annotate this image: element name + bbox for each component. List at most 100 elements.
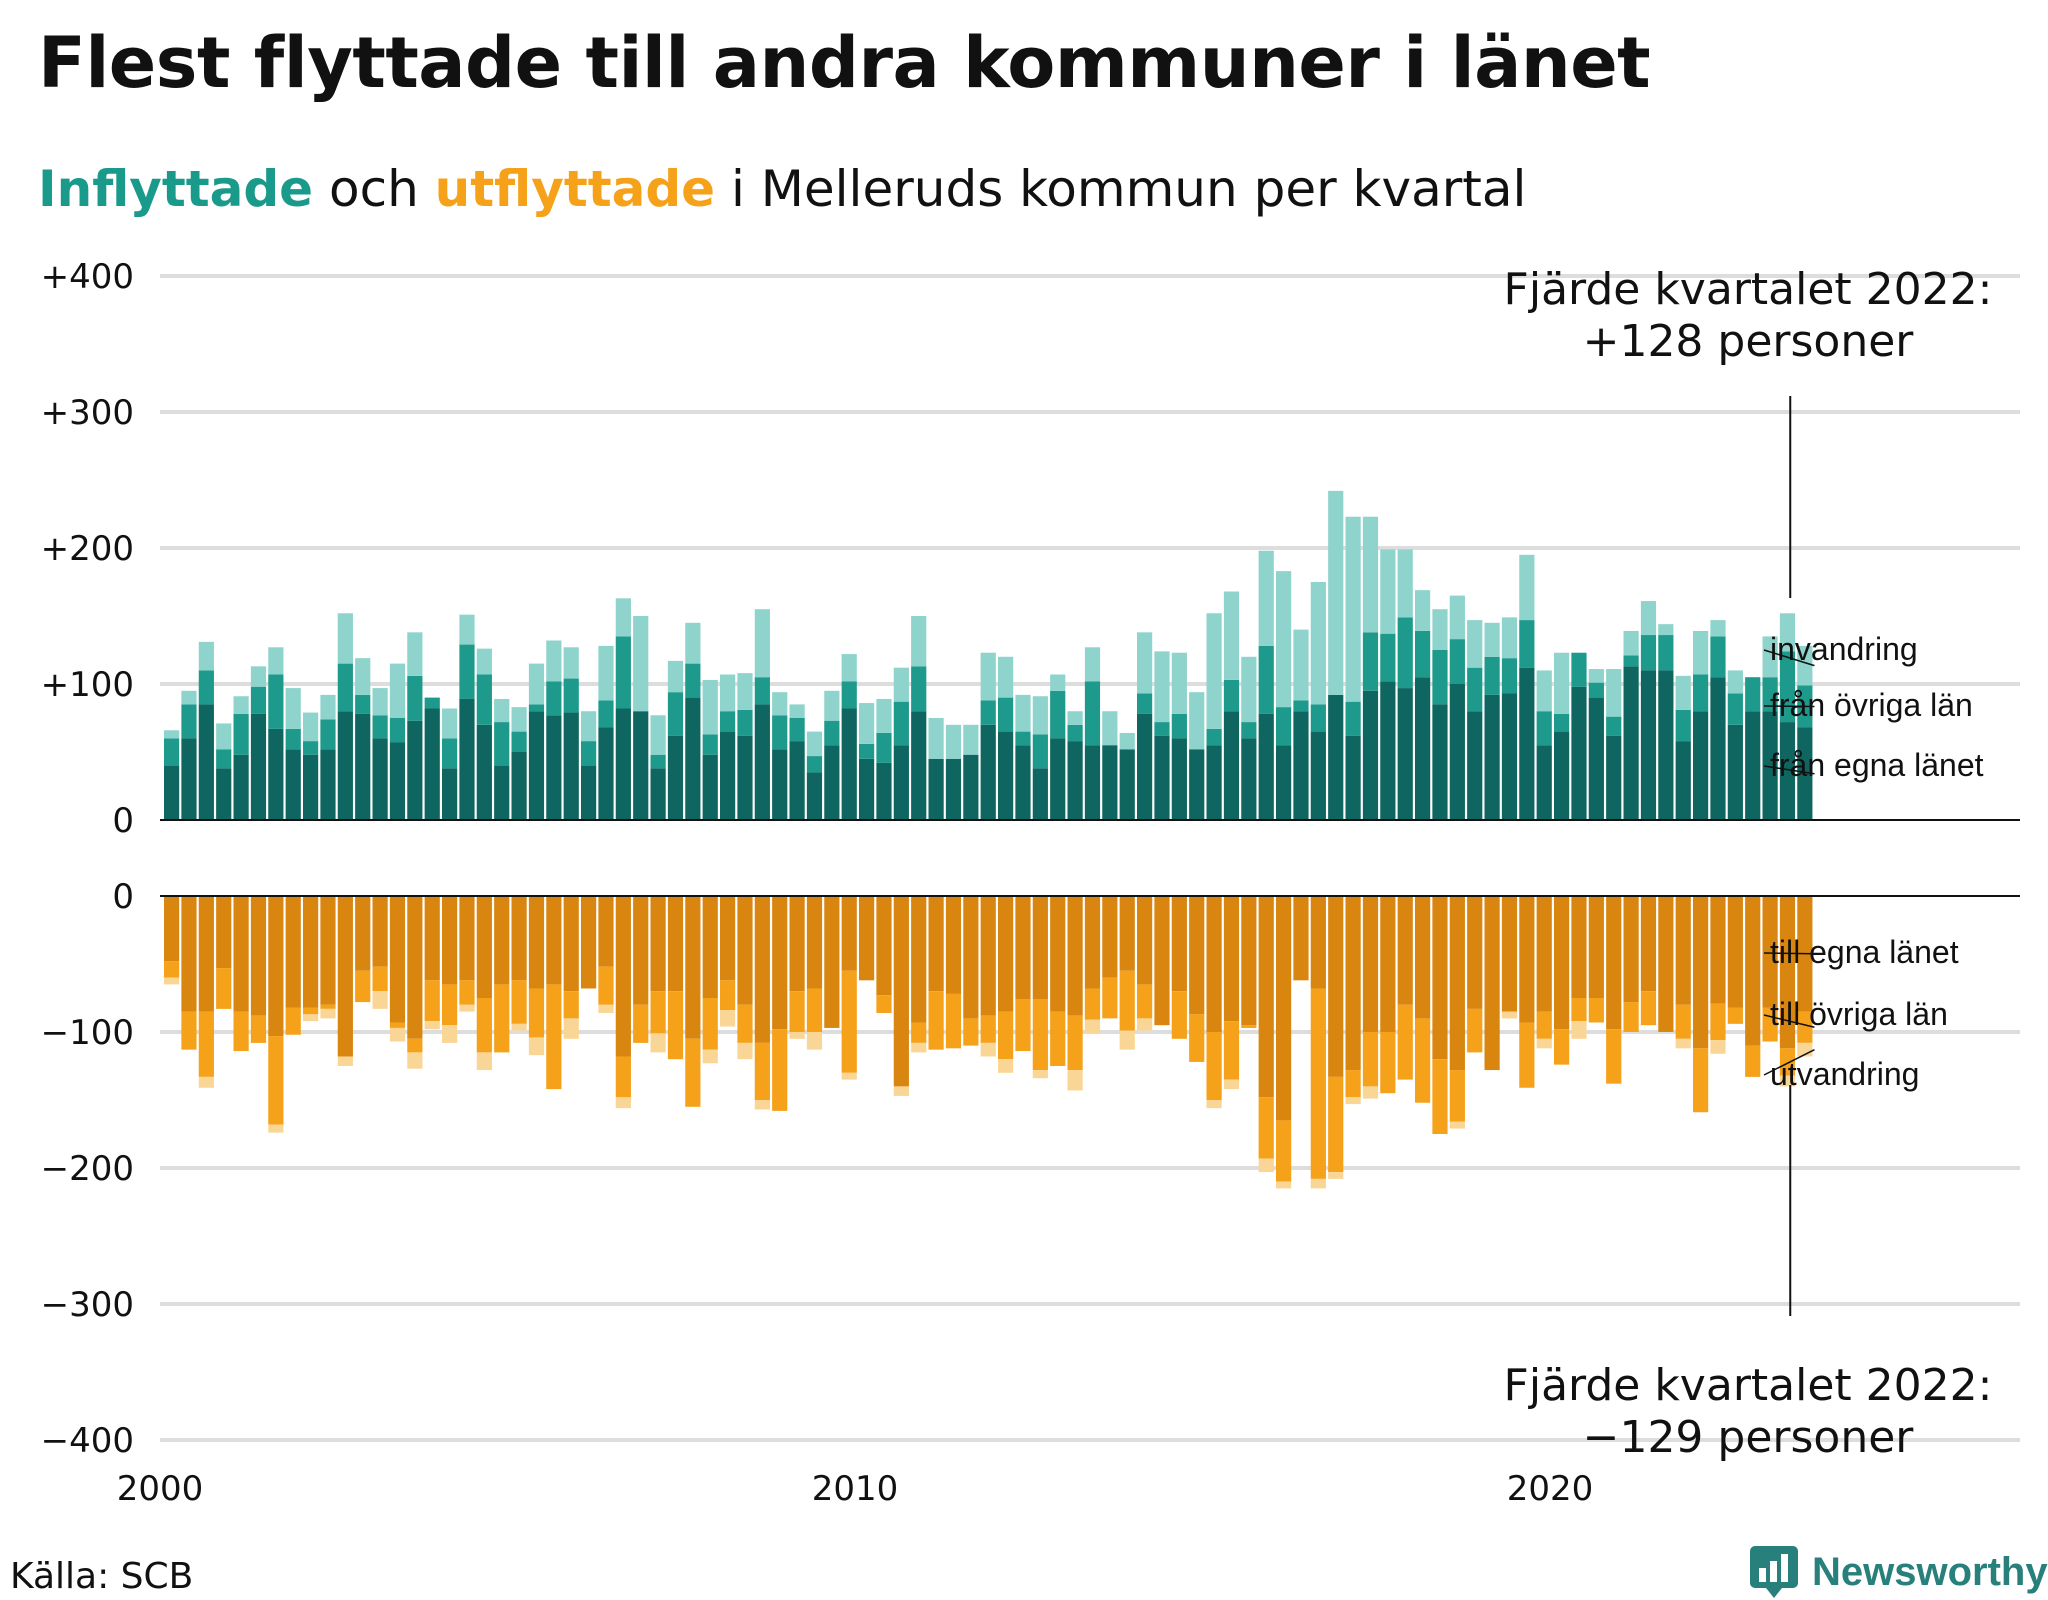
bar-in-egna [1640,670,1657,820]
bar-in-egna [1293,711,1309,820]
bar-out-egna [198,896,214,1012]
y-tick-top: 0 [112,801,134,841]
bar-out-ovriga [355,970,371,1003]
bar-out-utvandring [598,1004,614,1013]
bar-out-ovriga [772,1029,788,1111]
bar-out-egna [1189,896,1205,1015]
bar-in-ovriga [389,718,406,743]
bar-out-egna [1606,896,1622,1030]
bar-in-ovriga [1693,674,1709,712]
bar-in-invandring [1693,630,1709,675]
bar-out-egna [1571,896,1587,998]
bar-in-ovriga [1432,650,1448,705]
bar-in-ovriga [1258,645,1274,714]
bar-out-ovriga [563,991,579,1019]
bar-out-egna [1727,896,1743,1008]
bar-out-ovriga [650,991,666,1034]
bar-in-ovriga [1658,635,1674,671]
bar-in-invandring [581,711,597,742]
bar-out-egna [511,896,527,981]
bar-in-egna [1171,738,1187,820]
annotation-bottom-value: −129 personer [1583,1412,1915,1463]
bar-in-ovriga [459,644,475,699]
bar-out-egna [476,896,492,998]
bar-in-egna [1693,711,1709,820]
bar-out-egna [928,896,944,992]
bar-out-utvandring [1536,1038,1552,1049]
bar-in-invandring [1501,617,1518,659]
bar-in-ovriga [1032,734,1048,769]
bar-out-utvandring [198,1076,214,1088]
bar-in-invandring [1606,669,1622,717]
bar-out-egna [1171,896,1187,992]
bar-out-ovriga [459,980,475,1005]
source-note: Källa: SCB [10,1556,194,1597]
bar-in-egna [1710,677,1726,820]
bar-out-ovriga [1050,1011,1066,1066]
bar-in-egna [1345,735,1361,820]
bar-in-invandring [1710,620,1726,637]
bar-in-egna [198,704,214,820]
bar-in-egna [789,741,805,820]
bar-out-egna [963,896,979,1019]
bar-in-invandring [876,698,892,733]
label-leader [1763,952,1815,955]
bar-out-egna [876,896,892,996]
bar-in-egna [1415,677,1431,820]
bar-in-ovriga [615,636,631,709]
bar-in-egna [667,735,684,820]
bar-out-utvandring [372,991,388,1009]
bar-in-ovriga [650,754,666,769]
bar-out-ovriga [198,1011,214,1077]
bar-out-egna [1345,896,1361,1071]
bar-in-invandring [1258,550,1274,646]
bar-out-egna [1102,896,1118,978]
bar-in-invandring [859,703,875,744]
bar-out-utvandring [268,1124,284,1133]
bar-in-invandring [615,598,631,637]
bar-out-ovriga [1223,1021,1240,1080]
bar-out-egna [1362,896,1379,1032]
bar-out-egna [1779,896,1796,1049]
bar-out-ovriga [511,980,527,1024]
bar-in-invandring [511,707,527,732]
bar-in-invandring [841,654,857,682]
bar-in-invandring [1762,636,1778,678]
x-tick: 2020 [1507,1469,1594,1509]
bar-in-invandring [720,674,736,712]
bar-in-ovriga [372,715,388,739]
bar-in-invandring [1137,632,1153,694]
bar-in-invandring [528,663,545,705]
bar-out-ovriga [945,993,962,1049]
bar-out-ovriga [389,1022,406,1028]
bar-in-ovriga [1588,682,1604,698]
bar-in-ovriga [1241,722,1257,739]
bar-out-egna [233,896,249,1012]
bar-in-egna [650,768,666,820]
bar-in-ovriga [1762,677,1778,712]
bar-in-egna [164,765,180,820]
bar-out-ovriga [1710,1003,1726,1041]
bar-out-utvandring [1362,1086,1379,1099]
bar-out-ovriga [1015,999,1031,1052]
bar-in-ovriga [1310,704,1326,732]
bar-in-egna [859,758,875,820]
bar-out-ovriga [1119,970,1135,1031]
bar-in-invandring [1415,590,1431,631]
bar-out-egna [1223,896,1240,1022]
bar-out-ovriga [1432,1059,1448,1134]
bar-out-ovriga [320,1004,336,1009]
bar-out-egna [1623,896,1639,1003]
bar-in-invandring [1293,629,1309,701]
bar-in-egna [442,768,458,820]
bar-in-ovriga [893,701,909,746]
bar-in-egna [337,711,353,820]
bar-in-invandring [702,679,718,735]
bar-out-utvandring [1258,1158,1274,1173]
bar-out-egna [1015,896,1031,1000]
bar-out-utvandring [1067,1070,1083,1091]
bar-out-ovriga [1397,1004,1413,1080]
bar-in-egna [563,712,579,820]
bar-in-ovriga [598,700,614,728]
bar-in-ovriga [1293,700,1309,712]
